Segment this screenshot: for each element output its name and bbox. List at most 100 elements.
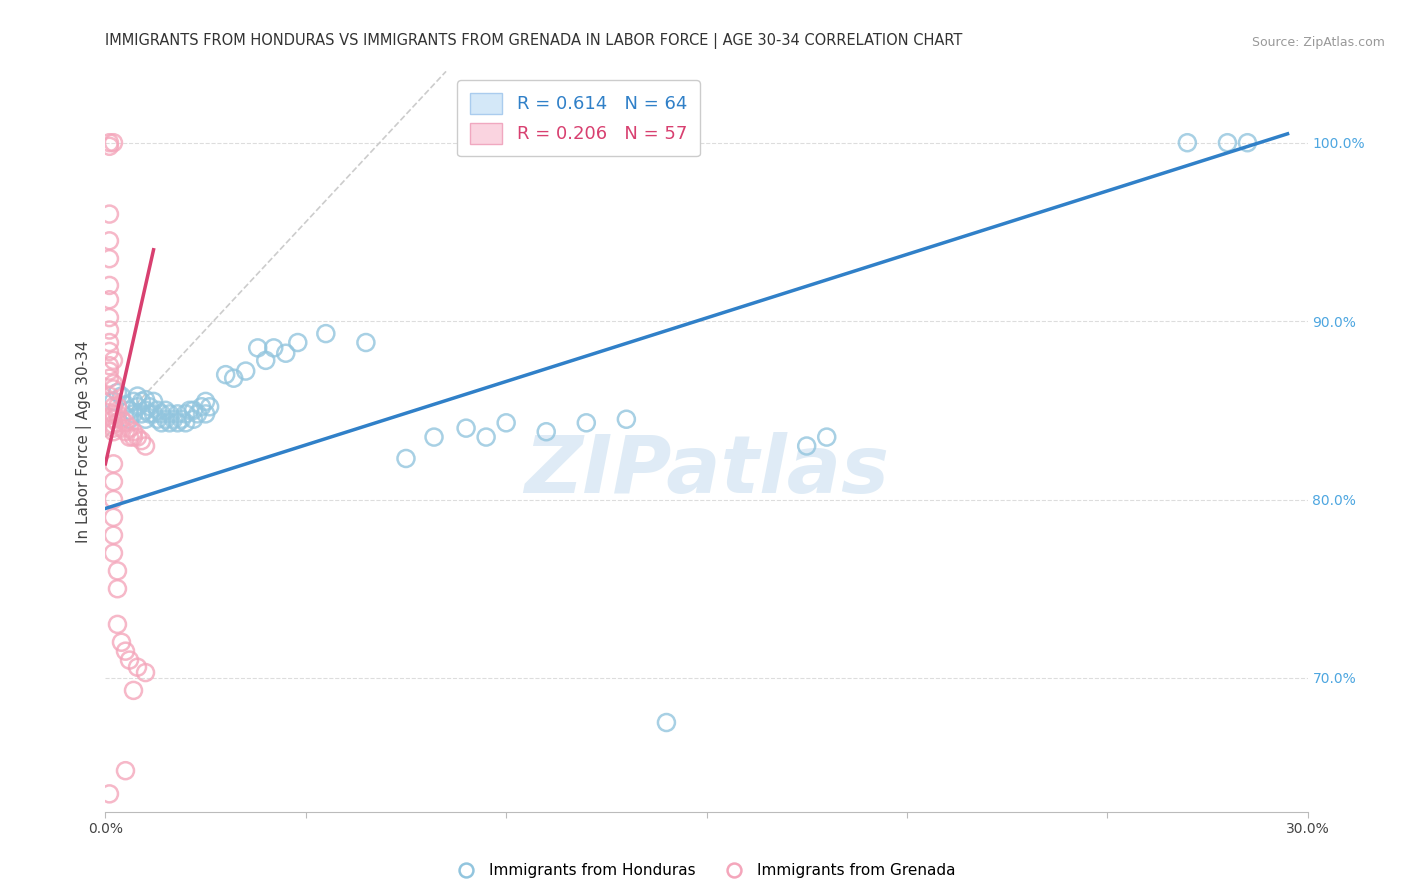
Point [162,412,184,426]
Point [423,430,446,444]
Point [98,139,121,153]
Point [183,403,205,417]
Point [103,394,125,409]
Point [131,407,153,421]
Point [170,412,193,426]
Text: Source: ZipAtlas.com: Source: ZipAtlas.com [1251,36,1385,49]
Point [815,430,838,444]
Point [103,407,125,421]
Point [315,326,337,341]
Point [107,416,129,430]
Point [475,430,498,444]
Point [103,382,125,396]
Point [131,394,153,409]
Point [103,510,125,524]
Point [103,400,125,414]
Point [354,335,377,350]
Point [118,403,141,417]
Point [103,528,125,542]
Point [103,417,125,432]
Point [575,416,598,430]
Point [107,407,129,421]
Point [142,407,165,421]
Point [122,394,145,409]
Point [395,451,418,466]
Point [135,412,157,426]
Point [454,421,477,435]
Point [150,407,173,421]
Point [138,407,160,421]
Point [103,376,125,391]
Point [246,341,269,355]
Point [98,252,121,266]
Legend: R = 0.614   N = 64, R = 0.206   N = 57: R = 0.614 N = 64, R = 0.206 N = 57 [457,80,700,156]
Point [98,234,121,248]
Point [495,416,517,430]
Point [190,400,212,414]
Point [135,403,157,417]
Point [138,400,160,414]
Point [174,407,197,421]
Point [98,323,121,337]
Point [142,394,165,409]
Point [155,412,177,426]
Point [198,400,221,414]
Point [122,683,145,698]
Point [98,364,121,378]
Point [287,335,309,350]
Point [1236,136,1258,150]
Point [263,341,285,355]
Point [135,439,157,453]
Point [103,475,125,489]
Point [114,425,136,439]
Point [107,582,129,596]
Point [114,398,136,412]
Point [103,421,125,435]
Point [135,665,157,680]
Point [146,403,169,417]
Point [98,310,121,325]
Point [235,364,257,378]
Point [98,344,121,359]
Point [114,416,136,430]
Point [150,416,173,430]
Point [98,136,121,150]
Point [103,457,125,471]
Point [103,353,125,368]
Point [107,564,129,578]
Point [214,368,236,382]
Point [98,359,121,373]
Point [107,385,129,400]
Text: IMMIGRANTS FROM HONDURAS VS IMMIGRANTS FROM GRENADA IN LABOR FORCE | AGE 30-34 C: IMMIGRANTS FROM HONDURAS VS IMMIGRANTS F… [105,33,963,49]
Point [194,407,217,421]
Point [98,371,121,385]
Point [155,403,177,417]
Point [122,407,145,421]
Point [127,430,149,444]
Point [118,653,141,667]
Point [166,416,188,430]
Point [1216,136,1239,150]
Point [127,400,149,414]
Point [534,425,557,439]
Point [103,136,125,150]
Point [98,278,121,293]
Point [187,407,209,421]
Point [98,293,121,307]
Point [166,407,188,421]
Point [98,389,121,403]
Point [114,764,136,778]
Point [103,412,125,426]
Point [118,421,141,435]
Point [110,635,132,649]
Point [103,425,125,439]
Point [159,416,181,430]
Point [98,394,121,409]
Point [179,403,201,417]
Point [183,412,205,426]
Point [254,353,277,368]
Point [127,660,149,674]
Point [103,492,125,507]
Point [146,412,169,426]
Point [98,207,121,221]
